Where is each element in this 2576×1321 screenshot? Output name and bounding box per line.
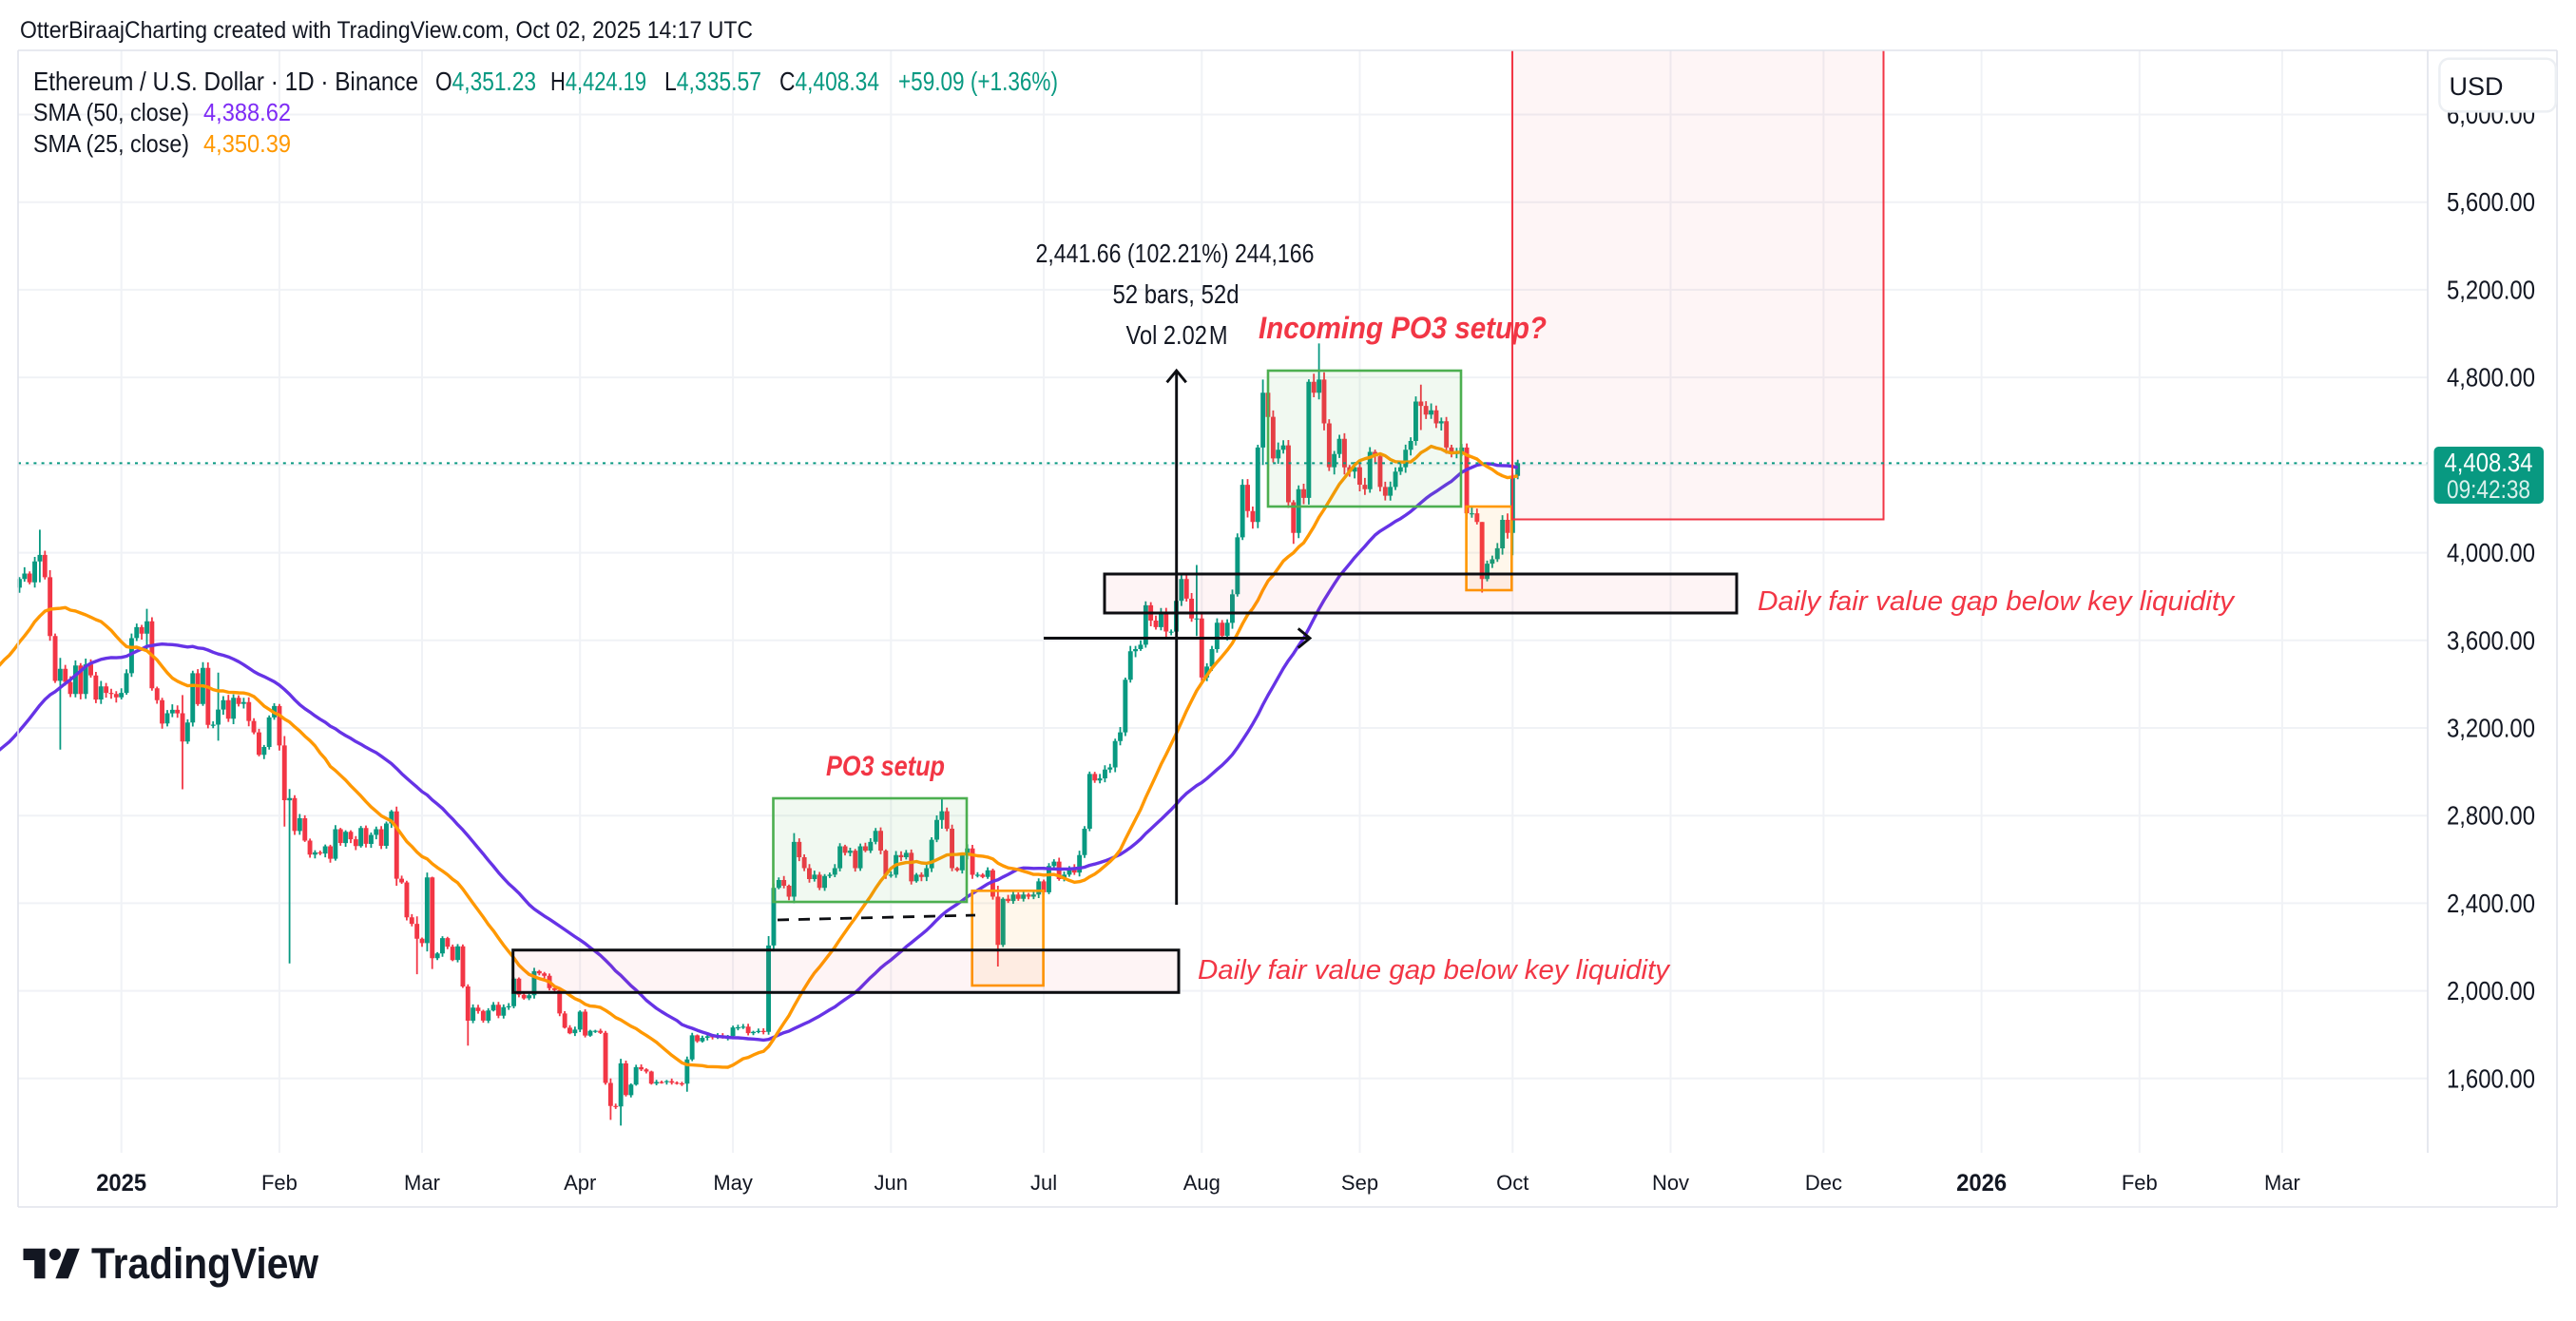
svg-text:SMA (25, close): SMA (25, close) bbox=[33, 129, 189, 158]
svg-text:1,600.00: 1,600.00 bbox=[2447, 1063, 2535, 1093]
svg-text:Mar: Mar bbox=[2264, 1171, 2300, 1195]
svg-text:2,800.00: 2,800.00 bbox=[2447, 801, 2535, 831]
svg-text:Jul: Jul bbox=[1030, 1171, 1057, 1195]
svg-text:Daily fair value gap below key: Daily fair value gap below key liquidity bbox=[1198, 955, 1671, 986]
svg-text:O4,351.23: O4,351.23 bbox=[435, 67, 536, 96]
svg-text:USD: USD bbox=[2449, 72, 2503, 101]
svg-text:Vol 2.02 M: Vol 2.02 M bbox=[1126, 320, 1228, 350]
svg-text:4,350.39: 4,350.39 bbox=[203, 129, 291, 158]
svg-text:Dec: Dec bbox=[1805, 1171, 1842, 1195]
svg-text:2026: 2026 bbox=[1956, 1170, 2007, 1197]
svg-text:09:42:38: 09:42:38 bbox=[2447, 475, 2530, 504]
svg-text:4,000.00: 4,000.00 bbox=[2447, 538, 2535, 567]
svg-text:May: May bbox=[713, 1171, 753, 1195]
svg-text:OtterBiraajCharting created wi: OtterBiraajCharting created with Trading… bbox=[20, 17, 753, 44]
svg-text:C4,408.34: C4,408.34 bbox=[779, 67, 879, 96]
svg-text:TradingView: TradingView bbox=[91, 1239, 319, 1288]
svg-text:Nov: Nov bbox=[1652, 1171, 1689, 1195]
svg-text:Ethereum / U.S. Dollar · 1D ·: Ethereum / U.S. Dollar · 1D · Binance bbox=[33, 67, 418, 96]
svg-text:5,600.00: 5,600.00 bbox=[2447, 187, 2535, 217]
svg-text:3,600.00: 3,600.00 bbox=[2447, 625, 2535, 655]
svg-text:3,200.00: 3,200.00 bbox=[2447, 714, 2535, 743]
svg-text:Incoming PO3 setup?: Incoming PO3 setup? bbox=[1259, 311, 1547, 345]
svg-text:Sep: Sep bbox=[1341, 1171, 1378, 1195]
svg-text:Aug: Aug bbox=[1183, 1171, 1221, 1195]
svg-text:Daily fair value gap below key: Daily fair value gap below key liquidity bbox=[1758, 586, 2236, 617]
svg-text:5,200.00: 5,200.00 bbox=[2447, 275, 2535, 304]
svg-text:Mar: Mar bbox=[404, 1171, 440, 1195]
svg-text:52 bars, 52d: 52 bars, 52d bbox=[1113, 279, 1240, 309]
svg-text:+59.09 (+1.36%): +59.09 (+1.36%) bbox=[898, 67, 1058, 96]
svg-text:Feb: Feb bbox=[261, 1171, 298, 1195]
svg-text:Apr: Apr bbox=[564, 1171, 596, 1195]
svg-text:4,800.00: 4,800.00 bbox=[2447, 363, 2535, 392]
svg-text:PO3 setup: PO3 setup bbox=[826, 751, 945, 782]
svg-text:2,441.66 (102.21%) 244,166: 2,441.66 (102.21%) 244,166 bbox=[1036, 239, 1315, 268]
svg-text:Jun: Jun bbox=[875, 1171, 908, 1195]
svg-text:SMA (50, close): SMA (50, close) bbox=[33, 98, 189, 126]
svg-text:2,400.00: 2,400.00 bbox=[2447, 889, 2535, 918]
svg-text:Feb: Feb bbox=[2122, 1171, 2158, 1195]
svg-text:2,000.00: 2,000.00 bbox=[2447, 976, 2535, 1005]
svg-text:H4,424.19: H4,424.19 bbox=[550, 67, 646, 96]
svg-text:4,388.62: 4,388.62 bbox=[203, 98, 291, 126]
svg-text:Oct: Oct bbox=[1496, 1171, 1528, 1195]
svg-text:4,408.34: 4,408.34 bbox=[2445, 448, 2533, 477]
svg-text:2025: 2025 bbox=[96, 1170, 146, 1197]
svg-text:L4,335.57: L4,335.57 bbox=[664, 67, 761, 96]
